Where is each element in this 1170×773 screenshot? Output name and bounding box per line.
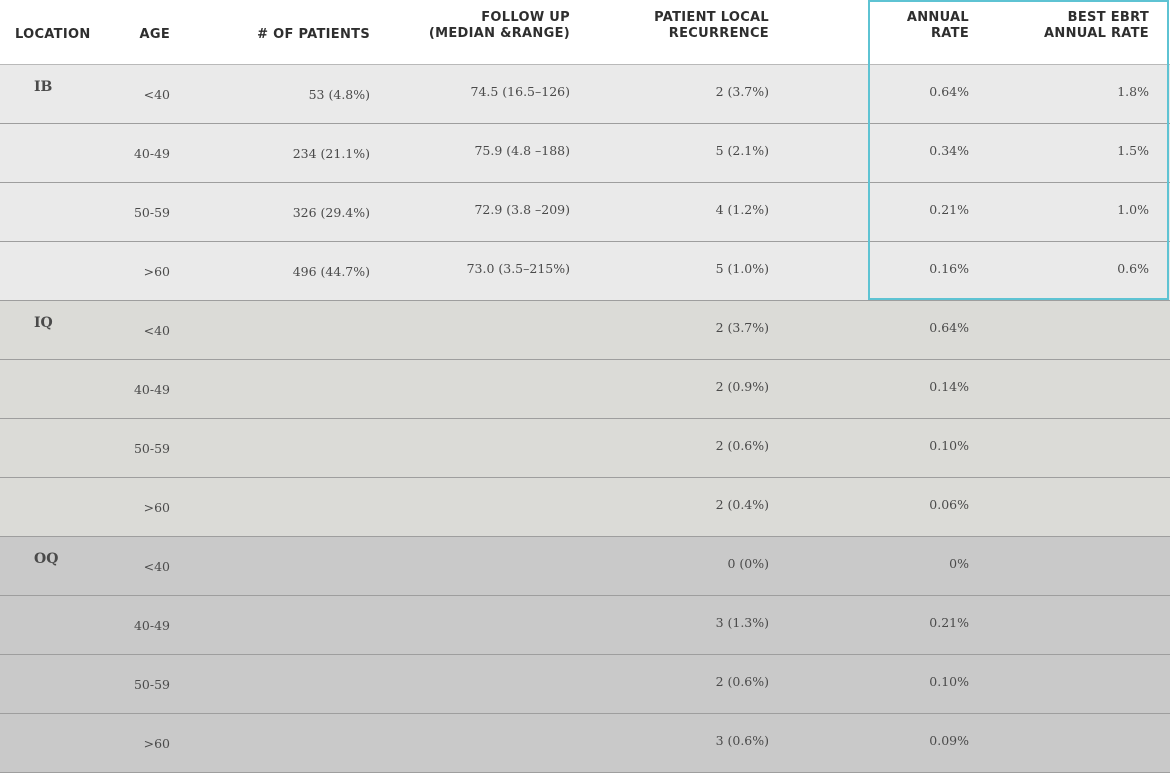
patients-cell: 234 (21.1%) (292, 146, 370, 161)
age-cell: 40-49 (133, 146, 170, 161)
ebrt-rate-cell: 0.6% (1117, 261, 1149, 276)
table-row: OQ <40 0 (0%) 0% (0, 537, 1170, 596)
recurrence-cell: 3 (0.6%) (715, 733, 769, 748)
ebrt-rate-cell: 1.5% (1117, 143, 1149, 158)
age-cell: >60 (143, 264, 170, 279)
header-recurrence-line2: RECURRENCE (668, 26, 769, 41)
table-row: 40-49 2 (0.9%) 0.14% (0, 360, 1170, 419)
annual-rate-cell: 0.64% (929, 84, 969, 99)
age-cell: >60 (143, 736, 170, 751)
location-cell: IB (34, 79, 53, 95)
table-row: 40-49 234 (21.1%) 75.9 (4.8 –188) 5 (2.1%) 0… (0, 124, 1170, 183)
annual-rate-cell: 0.14% (929, 379, 969, 394)
age-cell: 40-49 (133, 382, 170, 397)
header-followup-line2: (MEDIAN &RANGE) (428, 26, 570, 41)
header-age: AGE (139, 27, 170, 42)
table-row: IB <40 53 (4.8%) 74.5 (16.5–126) 2 (3.7%) 0.6… (0, 65, 1170, 124)
annual-rate-cell: 0.06% (929, 497, 969, 512)
ebrt-rate-cell: 1.8% (1117, 84, 1149, 99)
header-recurrence: PATIENT LOCAL RECURRENCE (654, 10, 769, 42)
recurrence-cell: 4 (1.2%) (715, 202, 769, 217)
recurrence-cell: 2 (0.6%) (715, 674, 769, 689)
annual-rate-cell: 0.64% (929, 320, 969, 335)
annual-rate-cell: 0.21% (929, 202, 969, 217)
header-annual-line1: ANNUAL (906, 10, 969, 25)
recurrence-cell: 2 (0.4%) (715, 497, 769, 512)
annual-rate-cell: 0.10% (929, 438, 969, 453)
recurrence-cell: 0 (0%) (727, 556, 769, 571)
followup-cell: 73.0 (3.5–215%) (466, 261, 570, 276)
table-row: IQ <40 2 (3.7%) 0.64% (0, 301, 1170, 360)
table-row: 50-59 2 (0.6%) 0.10% (0, 419, 1170, 478)
table-row: >60 496 (44.7%) 73.0 (3.5–215%) 5 (1.0%) 0.1… (0, 242, 1170, 301)
age-cell: <40 (143, 87, 170, 102)
followup-cell: 75.9 (4.8 –188) (474, 143, 570, 158)
header-ebrt-line1: BEST EBRT (1067, 10, 1149, 25)
recurrence-cell: 2 (3.7%) (715, 320, 769, 335)
annual-rate-cell: 0.16% (929, 261, 969, 276)
followup-cell: 72.9 (3.8 –209) (474, 202, 570, 217)
recurrence-cell: 5 (1.0%) (715, 261, 769, 276)
recurrence-cell: 5 (2.1%) (715, 143, 769, 158)
location-cell: OQ (34, 551, 59, 567)
patients-cell: 53 (4.8%) (308, 87, 370, 102)
age-cell: 50-59 (133, 677, 170, 692)
table-row: 50-59 326 (29.4%) 72.9 (3.8 –209) 4 (1.2%) 0… (0, 183, 1170, 242)
age-cell: 50-59 (133, 205, 170, 220)
table-row: 50-59 2 (0.6%) 0.10% (0, 655, 1170, 714)
age-cell: 50-59 (133, 441, 170, 456)
recurrence-cell: 2 (3.7%) (715, 84, 769, 99)
age-cell: <40 (143, 559, 170, 574)
header-patients: # OF PATIENTS (257, 27, 370, 42)
location-cell: IQ (34, 315, 53, 331)
annual-rate-cell: 0% (949, 556, 969, 571)
patients-cell: 326 (29.4%) (292, 205, 370, 220)
header-followup: FOLLOW UP (MEDIAN &RANGE) (429, 10, 570, 42)
age-cell: >60 (143, 500, 170, 515)
followup-cell: 74.5 (16.5–126) (470, 84, 571, 99)
table-row: 40-49 3 (1.3%) 0.21% (0, 596, 1170, 655)
table-row: >60 2 (0.4%) 0.06% (0, 478, 1170, 537)
table-header: LOCATION AGE # OF PATIENTS FOLLOW UP (ME… (0, 0, 1170, 65)
recurrence-cell: 3 (1.3%) (715, 615, 769, 630)
annual-rate-cell: 0.10% (929, 674, 969, 689)
header-ebrt-rate: BEST EBRT ANNUAL RATE (1044, 10, 1149, 42)
header-location: LOCATION (15, 27, 91, 42)
age-cell: <40 (143, 323, 170, 338)
header-annual-line2: RATE (930, 26, 969, 41)
annual-rate-cell: 0.09% (929, 733, 969, 748)
recurrence-cell: 2 (0.6%) (715, 438, 769, 453)
patients-cell: 496 (44.7%) (292, 264, 370, 279)
table-row: >60 3 (0.6%) 0.09% (0, 714, 1170, 773)
age-cell: 40-49 (133, 618, 170, 633)
annual-rate-cell: 0.34% (929, 143, 969, 158)
ebrt-rate-cell: 1.0% (1117, 202, 1149, 217)
annual-rate-cell: 0.21% (929, 615, 969, 630)
header-annual-rate: ANNUAL RATE (907, 10, 969, 42)
header-recurrence-line1: PATIENT LOCAL (654, 10, 769, 25)
header-followup-line1: FOLLOW UP (481, 10, 570, 25)
recurrence-cell: 2 (0.9%) (715, 379, 769, 394)
header-ebrt-line2: ANNUAL RATE (1044, 26, 1149, 41)
